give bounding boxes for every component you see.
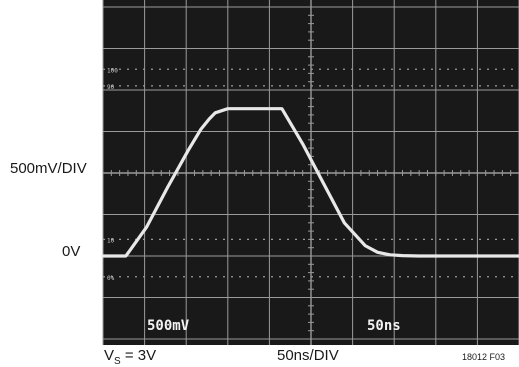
timebase-readout: 50ns	[367, 318, 401, 334]
channel-readout: 500mV	[147, 318, 190, 334]
supply-value: = 3V	[120, 347, 157, 364]
time-scale-label: 50ns/DIV	[277, 347, 339, 364]
reference-mark-label: 0%	[107, 275, 115, 282]
scope-graticule	[102, 0, 519, 345]
reference-mark-label: 10	[107, 237, 115, 244]
reference-mark-label: 90	[107, 84, 115, 91]
scope-mark-labels: 100 90 10 0%	[107, 67, 118, 282]
supply-voltage-label: VS = 3V	[104, 347, 157, 367]
zero-level-label: 0V	[62, 243, 81, 260]
reference-mark-label: 100	[107, 67, 118, 74]
figure-code: 18012 F03	[462, 352, 506, 362]
waveform-trace	[101, 107, 519, 258]
supply-symbol: V	[104, 347, 115, 364]
supply-subscript: S	[114, 356, 121, 367]
vertical-scale-label: 500mV/DIV	[10, 160, 87, 177]
